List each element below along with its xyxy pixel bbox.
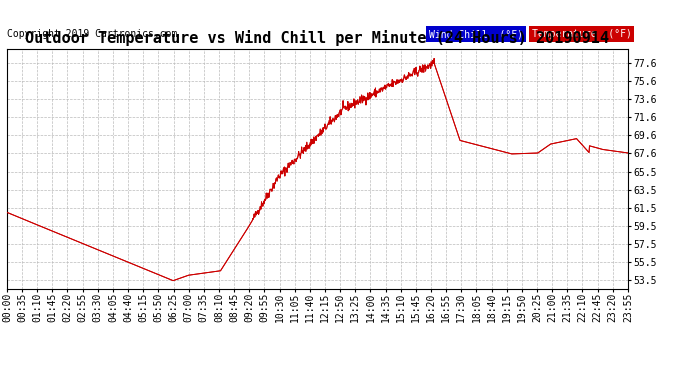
Title: Outdoor Temperature vs Wind Chill per Minute (24 Hours) 20190914: Outdoor Temperature vs Wind Chill per Mi… (26, 30, 609, 46)
Text: Temperature  (°F): Temperature (°F) (531, 29, 631, 39)
Text: Copyright 2019 Cartronics.com: Copyright 2019 Cartronics.com (7, 29, 177, 39)
Text: Wind Chill  (°F): Wind Chill (°F) (429, 29, 523, 39)
